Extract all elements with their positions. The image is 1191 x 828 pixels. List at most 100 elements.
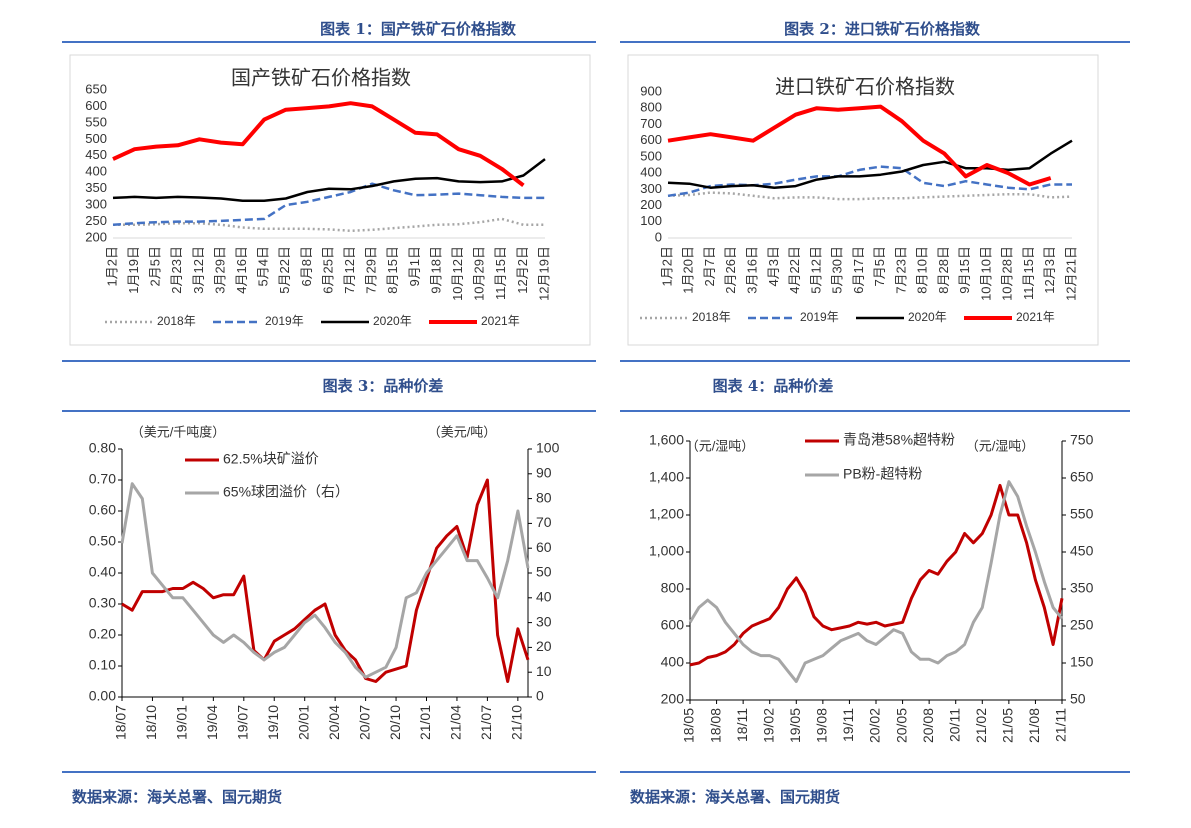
yticks-label: 1,600	[649, 432, 684, 448]
x-tick-label: 10月12日	[450, 246, 465, 301]
x-tick-label: 2月23日	[169, 246, 184, 294]
y2ticks-label: 80	[536, 489, 552, 505]
yticks-label: 900	[640, 83, 662, 98]
yticks-label: 1,000	[649, 543, 684, 559]
yticks-label: 0.80	[89, 440, 116, 456]
x-tick-label: 19/01	[174, 705, 190, 740]
source: 数据来源：海关总署、国元期货	[72, 788, 282, 806]
yticks-label: 600	[85, 98, 107, 113]
yticks-label: 0.60	[89, 502, 116, 518]
y2ticks-label: 50	[536, 564, 552, 580]
legend-label: 青岛港58%超特粉	[843, 432, 955, 448]
legend-label: 2020年	[373, 314, 412, 328]
x-tick-label: 1月2日	[104, 246, 119, 286]
rules	[62, 41, 1130, 773]
y2ticks-label: 550	[1070, 506, 1094, 522]
yticks-label: 800	[640, 100, 662, 115]
x-tick-label: 19/05	[787, 708, 803, 743]
x-tick-label: 11月15日	[1021, 246, 1036, 300]
x-tick-label: 11月15日	[493, 246, 508, 300]
caption: 图表 3：品种价差	[323, 377, 444, 395]
x-tick-label: 20/04	[326, 705, 342, 740]
x-tick-label: 5月30日	[830, 246, 845, 294]
yticks-label: 400	[661, 654, 685, 670]
y2ticks-label: 350	[1070, 580, 1094, 596]
series-line	[121, 478, 530, 683]
x-tick-label: 4月22日	[787, 246, 802, 294]
y2ticks-label: 20	[536, 638, 552, 654]
x-tick-label: 12月21日	[1063, 246, 1078, 301]
x-tick-label: 19/04	[204, 705, 220, 740]
x-tick-label: 10月10日	[978, 246, 993, 301]
series-line	[688, 480, 1064, 683]
legend-label: 62.5%块矿溢价	[223, 451, 319, 467]
x-tick-label: 9月15日	[957, 246, 972, 294]
x-tick-label: 19/10	[265, 705, 281, 740]
yticks-label: 400	[85, 164, 107, 179]
x-tick-label: 20/08	[920, 708, 936, 743]
y2ticks-label: 450	[1070, 543, 1094, 559]
yticks-label: 300	[85, 197, 107, 212]
y2ticks-label: 70	[536, 514, 552, 530]
chart-frame	[627, 54, 1099, 346]
yticks-label: 500	[85, 131, 107, 146]
series-line	[667, 191, 1073, 201]
yticks-label: 650	[85, 81, 107, 96]
x-tick-label: 21/07	[478, 705, 494, 740]
yticks-label: 350	[85, 180, 107, 195]
yticks-label: 700	[640, 116, 662, 131]
y2-axis-label: （元/湿吨）	[966, 438, 1035, 453]
source: 数据来源：海关总署、国元期货	[630, 788, 840, 806]
y2ticks-label: 100	[536, 440, 560, 456]
yticks-label: 0.10	[89, 657, 116, 673]
yticks-label: 600	[661, 617, 685, 633]
y2ticks-label: 50	[1070, 691, 1086, 707]
yticks-label: 0.20	[89, 626, 116, 642]
x-tick-label: 12月19日	[536, 246, 551, 301]
y2ticks-label: 0	[536, 688, 544, 704]
yticks-label: 0.00	[89, 688, 116, 704]
x-tick-label: 19/02	[760, 708, 776, 743]
yticks-label: 800	[661, 580, 685, 596]
x-tick-label: 4月3日	[766, 246, 781, 286]
x-tick-label: 19/08	[814, 708, 830, 743]
yticks-label: 200	[661, 691, 685, 707]
y2ticks-label: 10	[536, 663, 552, 679]
x-tick-label: 9月18日	[428, 246, 443, 294]
yticks-label: 0	[655, 229, 662, 244]
yticks-label: 600	[640, 132, 662, 147]
x-tick-label: 20/10	[387, 705, 403, 740]
x-tick-label: 20/11	[946, 708, 962, 742]
y2ticks-label: 250	[1070, 617, 1094, 633]
legend-label: 2020年	[908, 310, 947, 324]
x-tick-label: 8月10日	[915, 246, 930, 294]
chart-title: 进口铁矿石价格指数	[775, 75, 955, 98]
x-tick-label: 18/11	[734, 708, 750, 742]
caption: 图表 2：进口铁矿石价格指数	[784, 20, 981, 38]
x-tick-label: 3月29日	[212, 246, 227, 294]
yticks-label: 200	[640, 197, 662, 212]
x-tick-label: 7月5日	[872, 246, 887, 286]
x-tick-label: 5月4日	[256, 246, 271, 286]
yticks-label: 0.70	[89, 471, 116, 487]
x-tick-label: 10月29日	[472, 246, 487, 301]
x-tick-label: 21/04	[448, 705, 464, 740]
x-tick-label: 18/10	[143, 705, 159, 740]
x-tick-label: 6月17日	[851, 246, 866, 294]
y2ticks-label: 150	[1070, 654, 1094, 670]
x-tick-label: 12月3日	[1042, 246, 1057, 294]
x-tick-label: 9月1日	[407, 246, 422, 286]
x-tick-label: 20/05	[893, 708, 909, 743]
x-tick-label: 7月29日	[364, 246, 379, 294]
yticks-label: 1,400	[649, 469, 684, 485]
yticks-label: 450	[85, 147, 107, 162]
x-tick-label: 19/07	[235, 705, 251, 740]
x-tick-label: 21/05	[1000, 708, 1016, 743]
yticks-label: 1,200	[649, 506, 684, 522]
x-tick-label: 21/01	[417, 705, 433, 740]
x-tick-label: 6月25日	[320, 246, 335, 294]
caption: 图表 4：品种价差	[713, 377, 834, 395]
y2ticks-label: 650	[1070, 469, 1094, 485]
y2ticks-label: 30	[536, 613, 552, 629]
caption: 图表 1：国产铁矿石价格指数	[320, 20, 517, 38]
